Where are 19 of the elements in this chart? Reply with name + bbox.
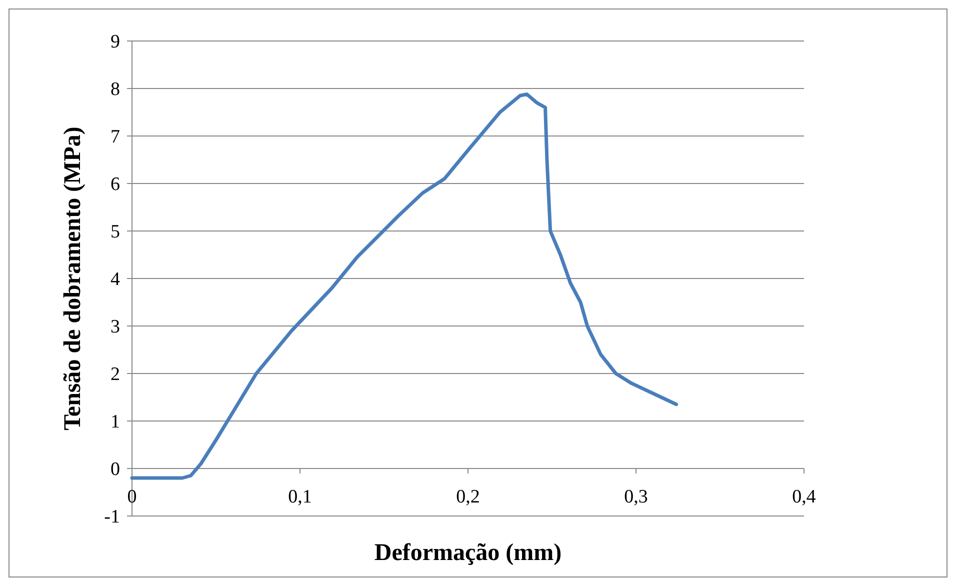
y-tick-label: 1 (110, 412, 120, 433)
y-tick-label: 2 (110, 364, 120, 386)
y-tick-label: 9 (110, 32, 120, 53)
y-tick-label: 6 (110, 174, 120, 196)
x-tick-label: 0,3 (624, 486, 648, 508)
x-tick-label: 0,2 (456, 486, 480, 508)
y-tick-label: 3 (110, 316, 120, 338)
x-tick-label: 0 (127, 486, 137, 508)
x-tick-label: 0,1 (288, 486, 312, 508)
y-axis-title: Tensão de dobramento (MPa) (60, 126, 86, 430)
line-series (130, 92, 678, 480)
x-axis-title: Deformação (mm) (374, 540, 562, 566)
x-tick-label: 0,4 (792, 486, 816, 508)
y-tick-label: 0 (110, 459, 120, 480)
y-tick-label: 7 (110, 126, 120, 148)
y-tick-label: 4 (110, 269, 120, 290)
y-tick-label: 8 (110, 79, 120, 100)
y-tick-label: -1 (104, 506, 120, 528)
y-tick-label: 5 (110, 222, 120, 243)
